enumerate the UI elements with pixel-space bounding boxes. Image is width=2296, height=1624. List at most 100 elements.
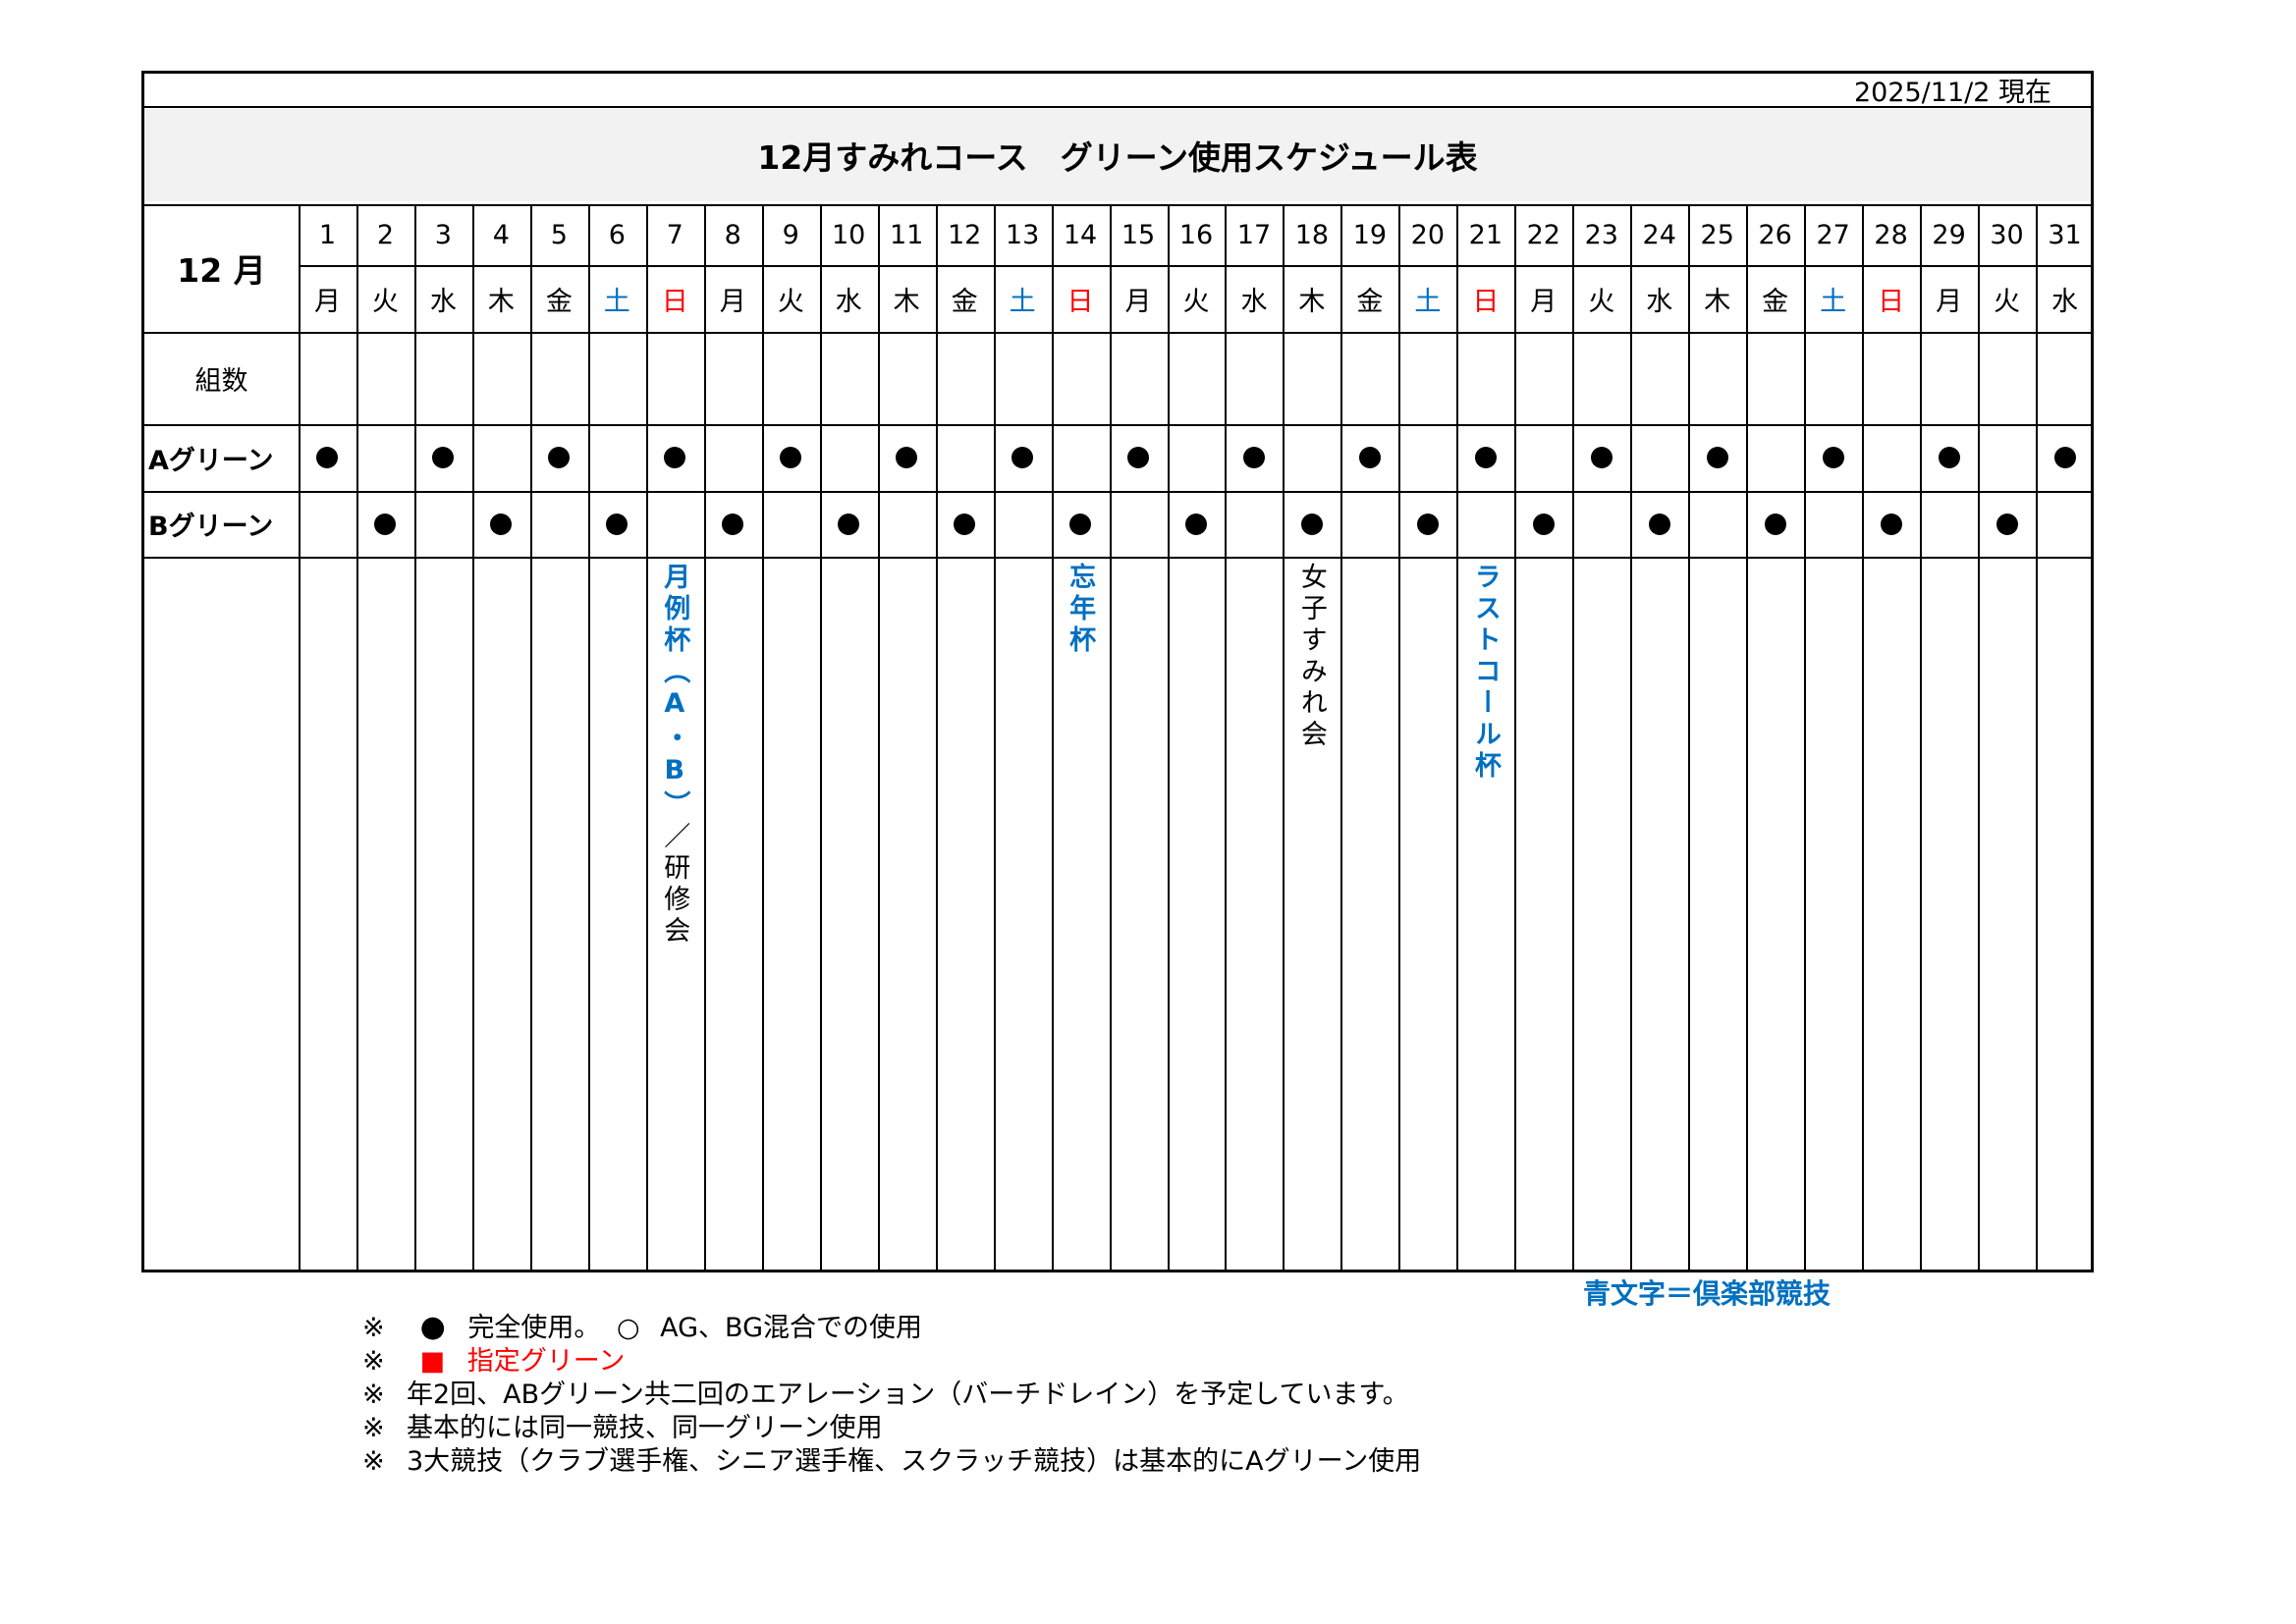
groups-cell xyxy=(1688,332,1746,424)
filled-circle-icon xyxy=(2053,447,2076,468)
note-text: AG、BG混合での使用 xyxy=(660,1313,923,1343)
column-divider xyxy=(299,204,301,1272)
note-5: ※ 3大競技（クラブ選手権、シニア選手権、スクラッチ競技）は基本的にAグリーン使用 xyxy=(362,1439,1421,1478)
b-green-cell xyxy=(1630,491,1688,557)
groups-cell xyxy=(1572,332,1630,424)
day-number: 3 xyxy=(434,219,452,250)
column-divider xyxy=(1051,204,1054,1272)
a-green-cell xyxy=(1920,424,1978,491)
day-number: 19 xyxy=(1352,219,1388,250)
groups-cell xyxy=(356,332,414,424)
weekday: 火 xyxy=(371,286,399,317)
groups-cell xyxy=(1746,332,1804,424)
groups-cell xyxy=(1225,332,1283,424)
weekday: 水 xyxy=(1240,286,1268,317)
event-text: ラストコール杯 xyxy=(1469,563,1501,783)
event-text: 女子すみれ会 xyxy=(1295,563,1327,751)
filled-circle-icon xyxy=(548,447,571,468)
day-number: 29 xyxy=(1932,219,1966,250)
a-green-cell xyxy=(1804,424,1862,491)
a-green-cell xyxy=(530,424,588,491)
column-divider xyxy=(877,204,880,1272)
column-divider xyxy=(1862,204,1865,1272)
day-number: 27 xyxy=(1816,219,1850,250)
day-number: 24 xyxy=(1642,219,1676,250)
column-divider xyxy=(1398,204,1401,1272)
filled-circle-icon xyxy=(1995,513,2018,535)
groups-cell xyxy=(1514,332,1572,424)
column-divider xyxy=(1340,204,1343,1272)
row-divider xyxy=(144,491,2091,493)
filled-circle-icon xyxy=(1880,513,1902,535)
groups-cell xyxy=(704,332,762,424)
filled-circle-icon xyxy=(1416,513,1439,535)
note-mark: ※ xyxy=(362,1413,385,1443)
groups-cell xyxy=(1340,332,1398,424)
b-green-cell xyxy=(472,491,530,557)
column-divider xyxy=(1225,204,1228,1272)
weekday: 金 xyxy=(1356,286,1384,317)
a-green-cell xyxy=(2036,424,2094,491)
a-green-cell xyxy=(646,424,704,491)
day-number: 5 xyxy=(550,219,568,250)
event-label: ラストコール杯 xyxy=(1469,563,1501,783)
groups-cell xyxy=(1052,332,1110,424)
filled-circle-icon xyxy=(490,513,513,535)
filled-circle-icon xyxy=(316,447,339,468)
weekday: 日 xyxy=(661,286,688,317)
b-green-cell xyxy=(588,491,646,557)
row-label-b-green: Bグリーン xyxy=(148,512,274,542)
weekday: 日 xyxy=(1878,286,1905,317)
a-green-cell xyxy=(878,424,936,491)
day-number: 15 xyxy=(1121,219,1156,250)
column-divider xyxy=(761,204,764,1272)
b-green-cell xyxy=(936,491,994,557)
filled-circle-icon xyxy=(1764,513,1786,535)
column-divider xyxy=(1109,204,1112,1272)
column-divider xyxy=(1804,204,1807,1272)
a-green-cell xyxy=(1110,424,1168,491)
row-divider xyxy=(144,204,2091,206)
column-divider xyxy=(703,204,706,1272)
filled-circle-icon xyxy=(722,513,744,535)
filled-circle-icon xyxy=(896,447,918,468)
groups-cell xyxy=(472,332,530,424)
filled-circle-icon xyxy=(1938,447,1960,468)
note-2: ※ ■ 指定グリーン xyxy=(362,1339,625,1378)
event-label: 月例杯（A・B）／研修会 xyxy=(659,563,689,947)
event-label: 女子すみれ会 xyxy=(1295,563,1327,751)
note-text: 年2回、ABグリーン共二回のエアレーション（バーチドレイン）を予定しています。 xyxy=(407,1380,1409,1410)
note-text: 3大競技（クラブ選手権、シニア選手権、スクラッチ競技）は基本的にAグリーン使用 xyxy=(407,1446,1422,1477)
day-number: 12 xyxy=(947,219,982,250)
weekday: 土 xyxy=(1414,286,1442,317)
filled-circle-icon xyxy=(1474,447,1497,468)
filled-circle-icon xyxy=(1242,447,1265,468)
column-divider xyxy=(1746,204,1749,1272)
weekday: 日 xyxy=(1066,286,1094,317)
column-divider xyxy=(1920,204,1923,1272)
groups-cell xyxy=(820,332,878,424)
row-divider xyxy=(299,265,2091,267)
b-green-cell xyxy=(1978,491,2036,557)
groups-cell xyxy=(936,332,994,424)
note-mark: ※ xyxy=(362,1380,385,1410)
filled-circle-icon xyxy=(374,513,397,535)
weekday: 火 xyxy=(1994,286,2021,317)
filled-circle-icon: ● xyxy=(419,1310,446,1344)
b-green-cell xyxy=(1052,491,1110,557)
day-number: 31 xyxy=(2048,219,2082,250)
day-number: 11 xyxy=(889,219,924,250)
groups-cell xyxy=(646,332,704,424)
weekday: 月 xyxy=(719,286,746,317)
filled-circle-icon xyxy=(1648,513,1670,535)
weekday: 火 xyxy=(1182,286,1210,317)
column-divider xyxy=(587,204,590,1272)
column-divider xyxy=(819,204,822,1272)
weekday: 月 xyxy=(1530,286,1558,317)
note-text: 基本的には同一競技、同一グリーン使用 xyxy=(407,1413,883,1443)
a-green-cell xyxy=(414,424,472,491)
weekday: 月 xyxy=(1124,286,1152,317)
column-divider xyxy=(471,204,474,1272)
groups-cell xyxy=(1456,332,1514,424)
day-number: 16 xyxy=(1178,219,1214,250)
